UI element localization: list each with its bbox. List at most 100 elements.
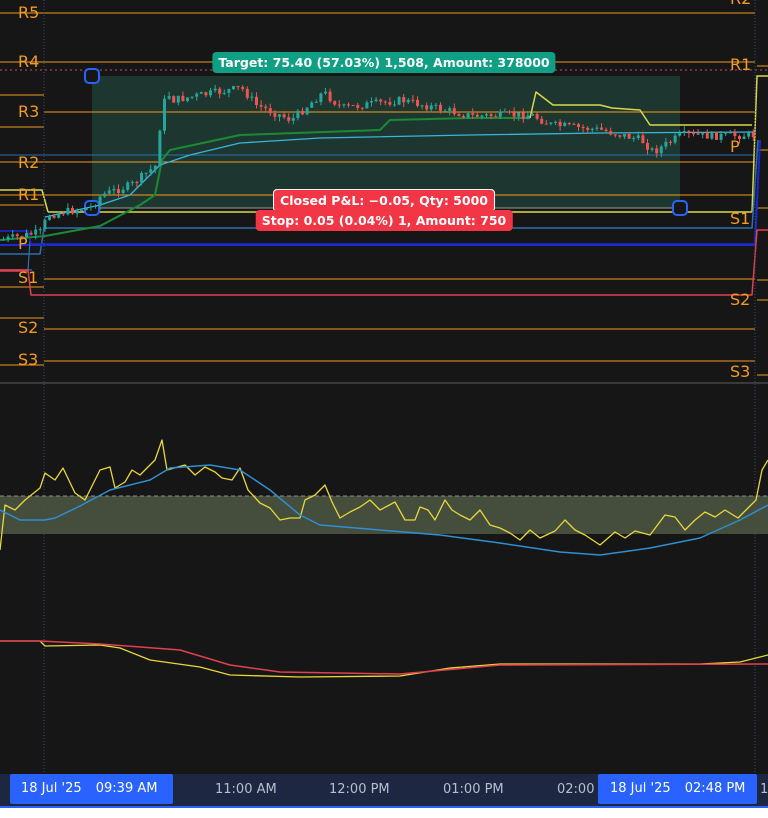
candle [296, 110, 300, 118]
candle [112, 189, 116, 191]
pivot-label-p: P [18, 234, 28, 253]
pivot-label-s3: S3 [18, 350, 39, 369]
candle [715, 131, 718, 140]
red-support-line [0, 229, 768, 296]
candle [498, 111, 502, 117]
pivot-label-s1: S1 [18, 268, 39, 287]
candle [255, 96, 258, 105]
candle [264, 106, 268, 109]
candle [342, 104, 346, 106]
candle [627, 134, 631, 139]
candle [314, 101, 318, 103]
candle [613, 134, 617, 136]
candle [586, 127, 590, 130]
pivot-label-r5: R5 [18, 3, 40, 22]
candle [388, 102, 392, 105]
candle [678, 132, 682, 136]
candle [420, 105, 424, 107]
candle [351, 105, 355, 107]
candle [604, 129, 608, 132]
end-time: 02:48 PM [684, 781, 746, 796]
stop-label[interactable]: Stop: 0.05 (0.04%) 1, Amount: 750 [255, 210, 513, 231]
candle [669, 141, 672, 143]
candle [742, 136, 746, 140]
position-handle [672, 200, 688, 216]
candle [687, 131, 691, 134]
time-axis-end-marker[interactable]: 18 Jul '25 02:48 PM [598, 774, 757, 804]
time-tick: 11:00 AM [215, 782, 277, 797]
lower-indicator-line [0, 640, 768, 678]
candle [204, 92, 208, 96]
oscillator-signal-line [0, 464, 768, 556]
yellow-right [751, 75, 768, 213]
pivot-label-right-s3: S3 [730, 362, 751, 381]
candle [80, 210, 84, 212]
candle [209, 90, 212, 96]
start-time: 09:39 AM [95, 781, 158, 796]
candle [29, 232, 33, 235]
candle [733, 132, 737, 137]
candle [186, 97, 189, 101]
candle [646, 143, 649, 150]
candle [305, 107, 309, 115]
candle [66, 207, 70, 215]
candle [572, 123, 576, 125]
candle [512, 112, 516, 117]
candle [259, 104, 263, 107]
candle [696, 133, 700, 135]
candle [655, 148, 659, 154]
candle [544, 123, 548, 125]
candle [439, 104, 442, 111]
candle [577, 124, 580, 128]
candle [25, 232, 28, 238]
candle [38, 229, 42, 231]
candle [701, 132, 705, 135]
candle [636, 135, 640, 139]
candle [489, 114, 493, 117]
candle [227, 89, 231, 93]
candle [374, 99, 378, 102]
candle [535, 113, 539, 119]
target-label[interactable]: Target: 75.40 (57.03%) 1,508, Amount: 37… [212, 52, 556, 73]
time-axis[interactable]: 18 Jul '25 09:39 AM 11:00 AM 12:00 PM 01… [0, 774, 768, 806]
candle [365, 102, 369, 109]
candle [724, 132, 728, 134]
candle [232, 86, 235, 90]
candle [121, 189, 125, 194]
candle [245, 88, 249, 98]
candle [526, 115, 530, 120]
candle [406, 99, 410, 103]
candle [632, 138, 636, 140]
candle [517, 112, 521, 117]
candle [98, 196, 102, 206]
closed-pnl-label[interactable]: Closed P&L: −0.05, Qty: 5000 [273, 189, 495, 212]
candle [508, 111, 511, 113]
candle [443, 110, 447, 112]
candle [268, 108, 272, 114]
pivot-label-right-r2: R2 [730, 0, 751, 7]
candle [6, 236, 10, 240]
candle [52, 216, 56, 218]
candle [600, 127, 603, 130]
candle [333, 101, 337, 105]
candle [273, 113, 277, 117]
time-axis-start-marker[interactable]: 18 Jul '25 09:39 AM [10, 774, 173, 804]
candle [549, 122, 553, 124]
candle [310, 102, 314, 108]
pivot-label-r1: R1 [18, 185, 40, 204]
candle [135, 182, 139, 184]
candle [397, 97, 401, 105]
candle [278, 114, 281, 117]
candle [15, 234, 19, 237]
ema-cyan-line [44, 131, 756, 218]
time-tick: 02:00 [557, 782, 595, 797]
chart-canvas[interactable] [0, 0, 768, 774]
candle [480, 115, 484, 117]
candle [181, 95, 185, 101]
candle [140, 173, 143, 183]
candle [595, 127, 599, 129]
oscillator-band [0, 496, 768, 534]
candle [609, 131, 613, 135]
pivot-label-r2: R2 [18, 153, 40, 172]
